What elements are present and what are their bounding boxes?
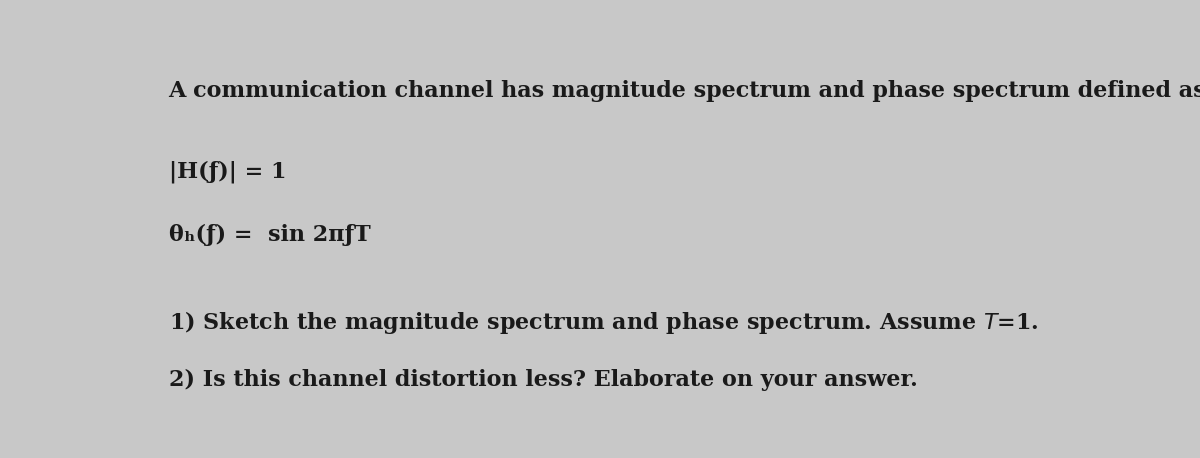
Text: 2) Is this channel distortion less? Elaborate on your answer.: 2) Is this channel distortion less? Elab…: [168, 369, 917, 391]
Text: θₕ(ƒ) =  sin 2πƒT: θₕ(ƒ) = sin 2πƒT: [168, 224, 371, 246]
Text: 1) Sketch the magnitude spectrum and phase spectrum. Assume $T$=1.: 1) Sketch the magnitude spectrum and pha…: [168, 309, 1038, 336]
Text: A communication channel has magnitude spectrum and phase spectrum defined as:: A communication channel has magnitude sp…: [168, 80, 1200, 102]
Text: |H(ƒ)| = 1: |H(ƒ)| = 1: [168, 161, 286, 183]
